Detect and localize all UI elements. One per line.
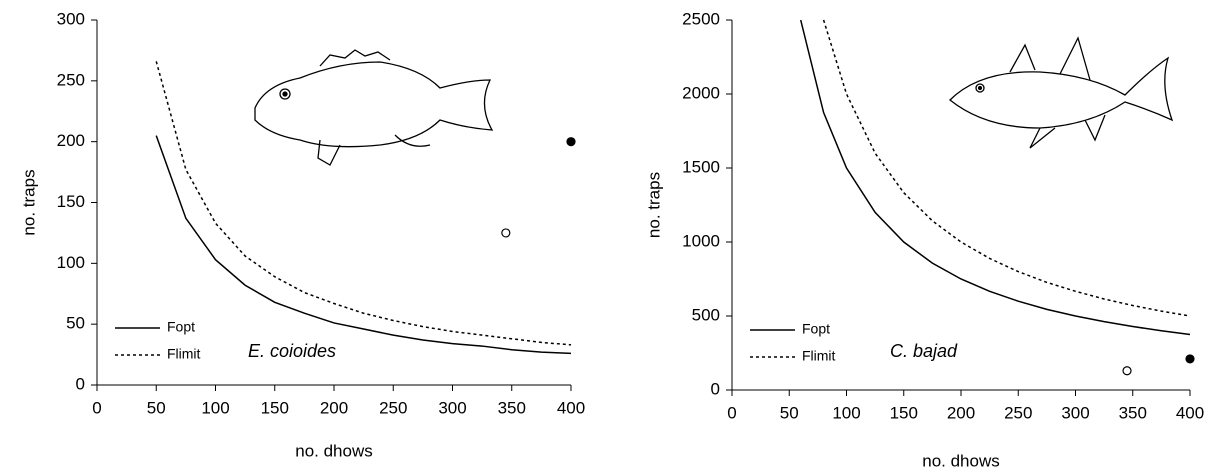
x-tick-label: 50 bbox=[780, 403, 799, 422]
x-tick-label: 250 bbox=[379, 398, 407, 417]
x-tick-label: 300 bbox=[438, 398, 466, 417]
data-point bbox=[1185, 354, 1195, 364]
y-tick-label: 50 bbox=[66, 314, 85, 333]
series-line bbox=[155, 61, 572, 346]
y-tick-label: 0 bbox=[76, 374, 85, 393]
y-tick-label: 150 bbox=[57, 192, 85, 211]
x-tick-label: 100 bbox=[201, 398, 229, 417]
legend-label: Fopt bbox=[802, 321, 830, 337]
annotation: C. bajad bbox=[890, 341, 958, 361]
annotation: E. coioides bbox=[248, 341, 336, 361]
legend-label: Fopt bbox=[167, 319, 195, 335]
x-tick-label: 300 bbox=[1061, 403, 1089, 422]
x-tick-label: 150 bbox=[261, 398, 289, 417]
y-tick-label: 200 bbox=[57, 131, 85, 150]
x-tick-label: 200 bbox=[320, 398, 348, 417]
x-tick-label: 50 bbox=[147, 398, 166, 417]
x-tick-label: 200 bbox=[947, 403, 975, 422]
x-axis-label: no. dhows bbox=[922, 451, 1000, 470]
x-tick-label: 0 bbox=[727, 403, 736, 422]
y-tick-label: 1500 bbox=[682, 157, 720, 176]
series-line bbox=[822, 19, 1191, 317]
y-axis-label: no. traps bbox=[19, 169, 38, 235]
y-tick-label: 2500 bbox=[682, 9, 720, 28]
fish-illustration bbox=[254, 36, 1174, 166]
x-tick-label: 0 bbox=[92, 398, 101, 417]
y-tick-label: 100 bbox=[57, 253, 85, 272]
x-tick-label: 350 bbox=[498, 398, 526, 417]
x-tick-label: 150 bbox=[890, 403, 918, 422]
y-tick-label: 0 bbox=[711, 379, 720, 398]
legend-label: Flimit bbox=[802, 348, 836, 364]
y-tick-label: 1000 bbox=[682, 231, 720, 250]
x-tick-label: 350 bbox=[1119, 403, 1147, 422]
x-axis-label: no. dhows bbox=[295, 441, 373, 460]
x-tick-label: 100 bbox=[832, 403, 860, 422]
data-point bbox=[501, 228, 511, 238]
y-axis-label: no. traps bbox=[644, 172, 663, 238]
y-tick-label: 250 bbox=[57, 70, 85, 89]
series-line bbox=[155, 135, 572, 355]
y-tick-label: 300 bbox=[57, 9, 85, 28]
y-tick-label: 2000 bbox=[682, 83, 720, 102]
x-tick-label: 400 bbox=[557, 398, 585, 417]
series-line bbox=[799, 19, 1191, 336]
y-tick-label: 500 bbox=[692, 305, 720, 324]
data-point bbox=[1122, 366, 1132, 376]
x-tick-label: 400 bbox=[1176, 403, 1204, 422]
x-tick-label: 250 bbox=[1004, 403, 1032, 422]
data-point bbox=[566, 137, 576, 147]
legend-label: Flimit bbox=[167, 346, 201, 362]
